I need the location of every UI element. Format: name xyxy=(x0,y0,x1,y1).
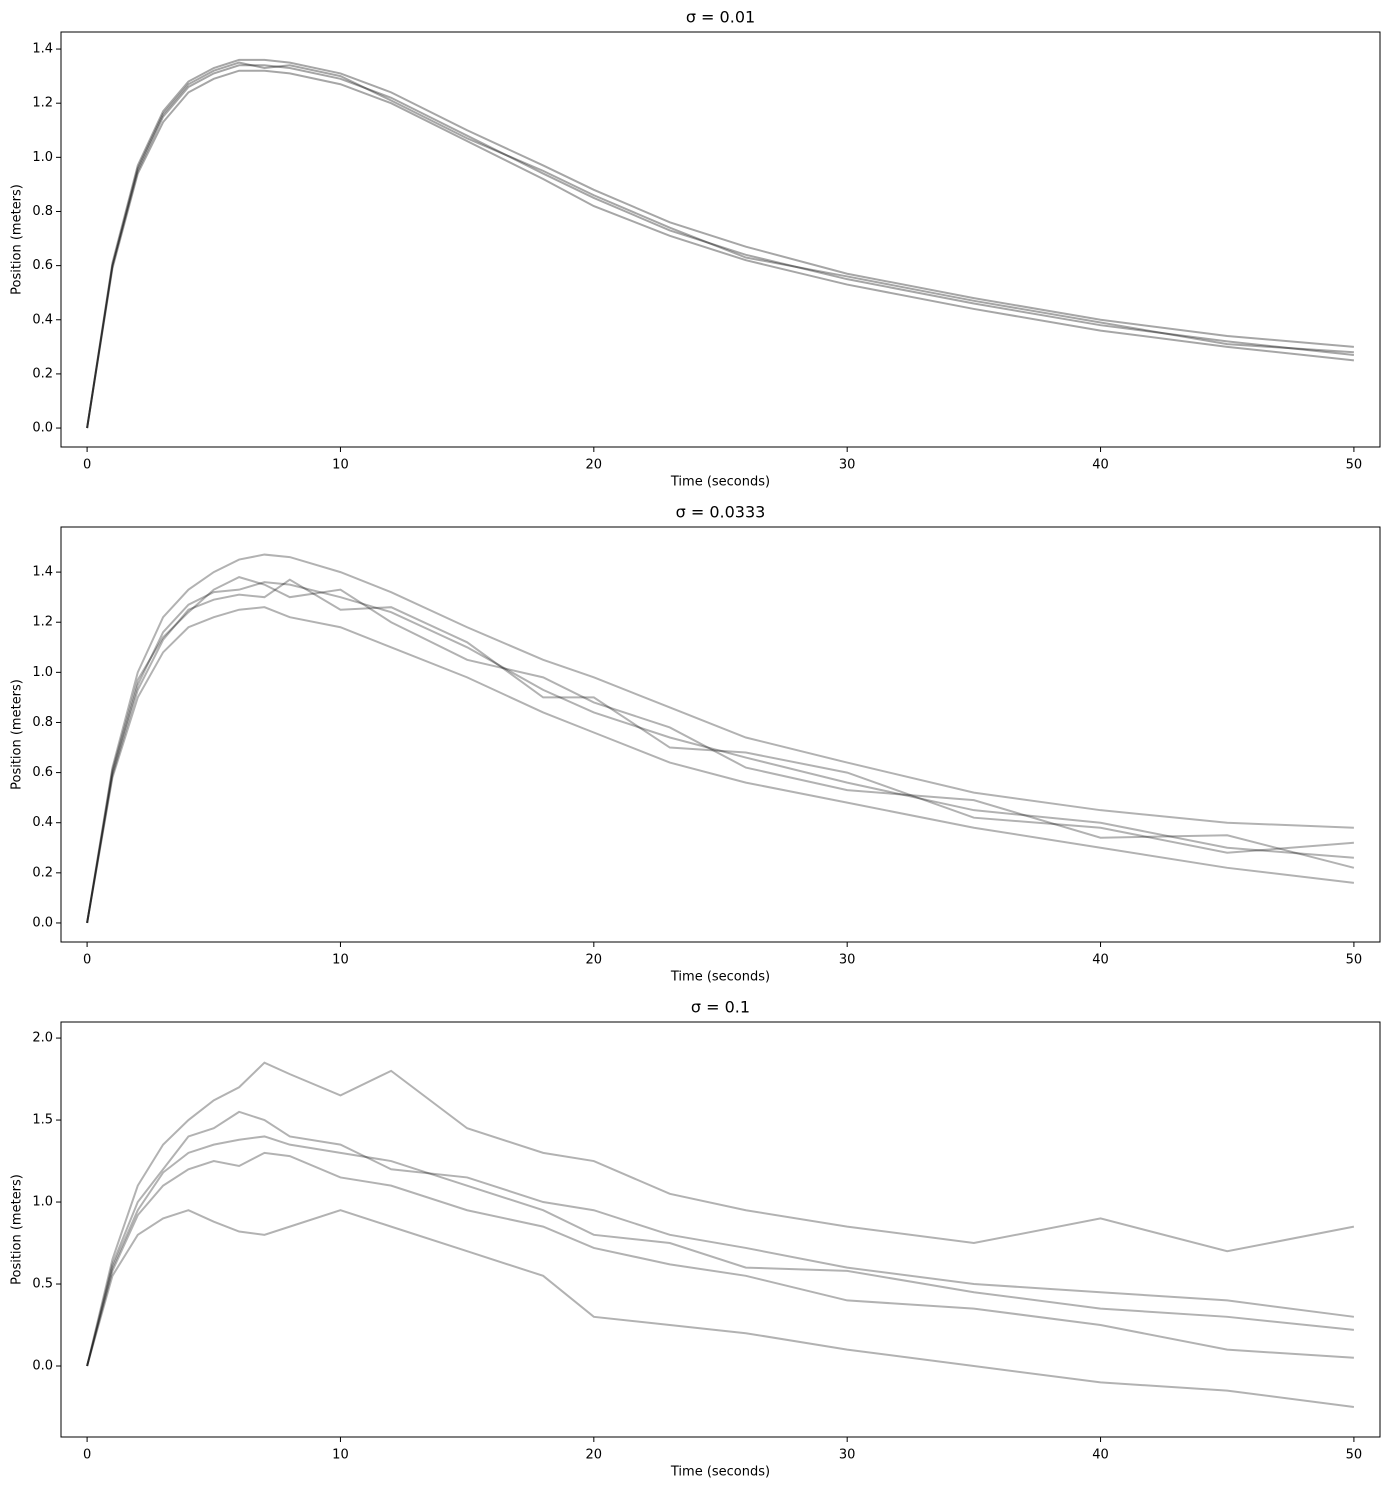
x-tick-label: 40 xyxy=(1092,953,1109,968)
y-tick-label: 1.4 xyxy=(32,42,53,57)
trajectory xyxy=(86,58,1354,429)
axes-frame xyxy=(60,1021,1381,1438)
x-tick-label: 50 xyxy=(1346,1448,1363,1463)
y-tick-label: 1.2 xyxy=(32,615,53,630)
y-tick-label: 1.4 xyxy=(32,565,53,580)
trajectory xyxy=(86,1061,1355,1367)
y-tick-label: 0.0 xyxy=(32,915,53,930)
x-tick-label: 30 xyxy=(839,458,856,473)
axes-frame xyxy=(60,526,1381,943)
y-tick-label: 1.2 xyxy=(32,96,53,111)
trajectory xyxy=(86,61,1354,429)
x-tick-label: 50 xyxy=(1346,953,1363,968)
panel-title: σ = 0.0333 xyxy=(676,503,766,522)
x-tick-label: 0 xyxy=(83,953,91,968)
trajectory xyxy=(86,69,1355,429)
y-tick-label: 0.0 xyxy=(32,421,53,436)
trajectory xyxy=(86,1110,1355,1367)
y-tick-label: 1.5 xyxy=(32,1113,53,1128)
y-tick-label: 2.0 xyxy=(32,1031,53,1046)
trajectory xyxy=(86,606,1355,924)
trajectory xyxy=(86,578,1354,924)
y-tick-label: 0.5 xyxy=(32,1277,53,1292)
axes-frame xyxy=(60,31,1381,448)
y-tick-label: 1.0 xyxy=(32,665,53,680)
x-tick-label: 10 xyxy=(332,1448,349,1463)
x-tick-label: 10 xyxy=(332,953,349,968)
panel-title: σ = 0.1 xyxy=(691,998,750,1017)
y-tick-label: 0.8 xyxy=(32,204,53,219)
x-tick-label: 20 xyxy=(586,1448,603,1463)
x-tick-label: 30 xyxy=(839,953,856,968)
panel-title: σ = 0.01 xyxy=(686,8,755,27)
y-tick-label: 0.0 xyxy=(32,1359,53,1374)
trajectory xyxy=(86,1151,1354,1367)
y-axis-label: Position (meters) xyxy=(10,1174,25,1285)
y-tick-label: 0.8 xyxy=(32,715,53,730)
y-tick-label: 1.0 xyxy=(32,150,53,165)
x-tick-label: 50 xyxy=(1346,458,1363,473)
x-tick-label: 0 xyxy=(83,1448,91,1463)
y-tick-label: 1.0 xyxy=(32,1195,53,1210)
x-tick-label: 10 xyxy=(332,458,349,473)
y-tick-label: 0.4 xyxy=(32,312,53,327)
x-tick-label: 0 xyxy=(83,458,91,473)
x-axis-label: Time (seconds) xyxy=(670,970,770,985)
x-tick-label: 30 xyxy=(839,1448,856,1463)
trajectory xyxy=(86,1209,1355,1408)
trajectory xyxy=(86,64,1355,429)
x-tick-label: 20 xyxy=(586,458,603,473)
x-tick-label: 40 xyxy=(1092,1448,1109,1463)
y-tick-label: 0.6 xyxy=(32,765,53,780)
x-tick-label: 40 xyxy=(1092,458,1109,473)
trajectory xyxy=(86,576,1355,924)
y-axis-label: Position (meters) xyxy=(10,679,25,790)
y-tick-label: 0.4 xyxy=(32,815,53,830)
y-tick-label: 0.2 xyxy=(32,865,53,880)
y-tick-label: 0.2 xyxy=(32,366,53,381)
x-tick-label: 20 xyxy=(586,953,603,968)
trajectory xyxy=(86,553,1354,924)
trajectory xyxy=(86,1135,1355,1367)
x-axis-label: Time (seconds) xyxy=(670,1465,770,1480)
trajectory xyxy=(86,581,1354,924)
y-axis-label: Position (meters) xyxy=(10,184,25,295)
y-tick-label: 0.6 xyxy=(32,258,53,273)
x-axis-label: Time (seconds) xyxy=(670,475,770,490)
